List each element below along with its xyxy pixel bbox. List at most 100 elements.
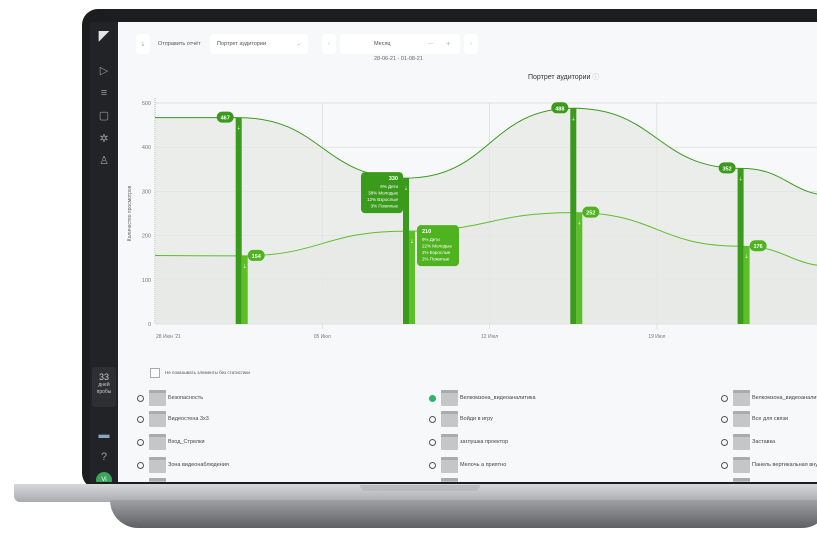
list-item[interactable]: Вход_Стрелки xyxy=(137,434,417,452)
app-screen: ◤ ▷ ≡ ▢ ✲ ♙ 33 дней пробы ▬ ? Vi ⤓ Отпра… xyxy=(90,22,817,482)
person-icon: ⇣ xyxy=(243,264,247,270)
sort-icon[interactable]: ≡ xyxy=(100,87,108,99)
value-pill xyxy=(247,249,265,261)
laptop-base xyxy=(14,484,817,502)
list-item[interactable]: Видеостена 3x3 xyxy=(137,411,417,429)
list-item[interactable]: Безопасность xyxy=(137,390,417,408)
play-icon[interactable]: ▷ xyxy=(99,65,109,77)
list-item[interactable]: Зона видеонаблюдения xyxy=(137,457,417,475)
radio-button[interactable] xyxy=(429,416,436,423)
hide-empty-checkbox[interactable] xyxy=(150,368,160,378)
person-icon: ⇣ xyxy=(738,176,742,182)
trial-badge[interactable]: 33 дней пробы xyxy=(92,367,116,407)
bar-upper xyxy=(235,117,242,324)
list-item[interactable]: Войди в игру xyxy=(429,411,709,429)
list-item-label: Велкомзона_видеоаналитика xyxy=(752,395,817,401)
prev-button[interactable]: ‹ xyxy=(322,34,336,54)
list-item[interactable]: Панель вертикальная внутр xyxy=(721,457,817,475)
report-select-value: Портрет аудитории xyxy=(217,41,267,47)
list-item[interactable]: Планшет 2 2560x1600 xyxy=(429,478,709,482)
hide-empty-label: Не показывать элементы без статистики xyxy=(165,370,250,375)
radio-button[interactable] xyxy=(429,462,436,469)
folder-icon xyxy=(733,457,750,473)
folder-icon xyxy=(441,411,458,427)
y-tick-label: 300 xyxy=(142,189,151,195)
person-icon: ⇣ xyxy=(404,186,408,192)
radio-button[interactable] xyxy=(429,395,436,402)
main-content: ⤓ Отправить отчёт Портрет аудитории ⌄ ‹ М… xyxy=(118,22,817,482)
logo-icon[interactable]: ◤ xyxy=(98,27,110,43)
value-pill xyxy=(551,102,569,114)
folder-icon xyxy=(441,434,458,450)
folder-icon xyxy=(733,434,750,450)
report-select[interactable]: Портрет аудитории ⌄ xyxy=(210,34,308,54)
radio-button[interactable] xyxy=(137,439,144,446)
bar-upper xyxy=(737,168,744,324)
person-icon: ⇣ xyxy=(571,116,575,122)
list-item[interactable]: Планшет 1 2560x1600 xyxy=(137,478,417,482)
plus-icon[interactable]: + xyxy=(446,39,451,48)
download-icon[interactable]: ⤓ xyxy=(136,34,150,54)
y-tick-label: 500 xyxy=(142,101,151,107)
period-value: Месяц xyxy=(374,41,391,47)
help-icon[interactable]: ? xyxy=(100,451,108,463)
list-item[interactable]: Планшет 3 2560x1600 xyxy=(721,478,817,482)
radio-button[interactable] xyxy=(137,462,144,469)
list-item[interactable]: Велкомзона_видеоаналитика xyxy=(721,390,817,408)
laptop-notch xyxy=(360,485,480,491)
person-icon: ⇣ xyxy=(744,254,748,260)
period-control[interactable]: Месяц — + xyxy=(340,34,460,54)
value-label: 154 xyxy=(252,254,262,260)
list-item-label: Все для связи xyxy=(752,416,789,422)
bar-upper xyxy=(570,108,577,324)
radio-button[interactable] xyxy=(721,462,728,469)
folder-icon xyxy=(149,457,166,473)
avatar[interactable]: Vi xyxy=(96,472,112,482)
radio-button[interactable] xyxy=(137,416,144,423)
list-item-label: Мелочь а приятно xyxy=(460,462,507,468)
value-label: 488 xyxy=(555,106,564,112)
folder-icon xyxy=(733,390,750,406)
list-item-label: Заставка xyxy=(752,439,776,445)
radio-button[interactable] xyxy=(721,416,728,423)
list-item[interactable]: заглушка проектор xyxy=(429,434,709,452)
chart-title: Портрет аудитории ⓘ xyxy=(528,72,599,82)
list-item[interactable]: Все для связи xyxy=(721,411,817,429)
list-item[interactable]: Мелочь а приятно xyxy=(429,457,709,475)
tooltip xyxy=(361,172,403,214)
folder-icon xyxy=(733,411,750,427)
radio-button[interactable] xyxy=(137,395,144,402)
tooltip-line: 2% Пожилые xyxy=(422,257,450,262)
bar-lower xyxy=(241,255,248,324)
radio-button[interactable] xyxy=(429,439,436,446)
info-icon[interactable]: ⓘ xyxy=(592,74,600,81)
chevron-down-icon: ⌄ xyxy=(296,41,301,47)
radio-button[interactable] xyxy=(721,439,728,446)
send-report-button[interactable]: Отправить отчёт xyxy=(158,41,201,47)
file-icon[interactable]: ▢ xyxy=(98,110,110,122)
tooltip-value: 330 xyxy=(389,176,398,182)
user-icon[interactable]: ♙ xyxy=(99,155,109,167)
list-item-label: Видеостена 3x3 xyxy=(168,416,209,422)
trial-count: 33 xyxy=(98,372,109,382)
next-button[interactable]: › xyxy=(464,34,478,54)
x-tick-label: 05 Июл xyxy=(314,334,331,340)
tooltip-line: 38% Молодые xyxy=(368,191,398,196)
bar-lower xyxy=(409,231,415,324)
value-label: 352 xyxy=(723,166,732,172)
loader-icon[interactable]: ✲ xyxy=(99,133,109,145)
monitor-icon[interactable]: ▬ xyxy=(98,429,110,441)
sidebar: ◤ ▷ ≡ ▢ ✲ ♙ 33 дней пробы ▬ ? Vi xyxy=(90,22,118,482)
radio-button[interactable] xyxy=(721,395,728,402)
list-item[interactable]: Велкомзона_видеоаналитика xyxy=(429,390,709,408)
x-tick-label: 19 Июл xyxy=(648,334,665,340)
value-pill xyxy=(582,206,600,218)
bar-upper xyxy=(403,178,409,324)
tooltip-line: 12% Взрослые xyxy=(367,197,398,202)
list-item[interactable]: Заставка xyxy=(721,434,817,452)
value-label: 467 xyxy=(221,116,230,122)
minus-icon[interactable]: — xyxy=(428,41,434,47)
folder-icon xyxy=(441,478,458,482)
audience-chart: 0 100 200 300 400 500 28 Июн '21 05 Июл 12 Июл 19… xyxy=(127,98,817,340)
x-tick-label: 28 Июн '21 xyxy=(156,334,181,340)
